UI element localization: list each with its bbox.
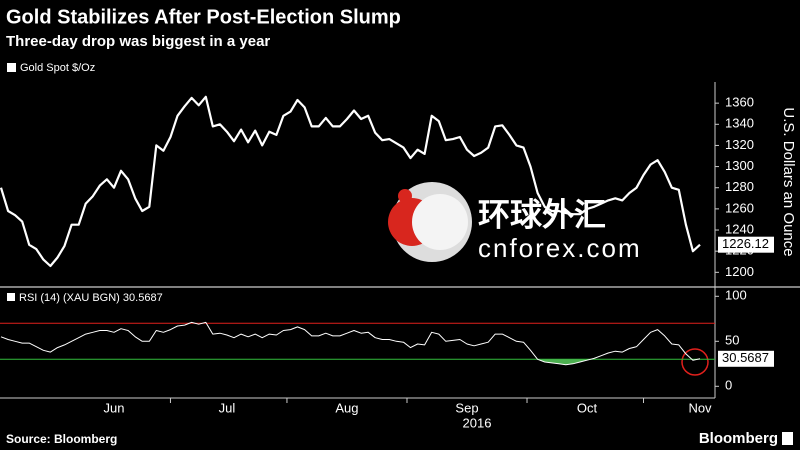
legend-value: 30.5687 (123, 292, 163, 304)
y-tick-label: 1260 (725, 200, 754, 215)
y-tick-label: 0 (725, 378, 732, 393)
series-line (0, 95, 701, 268)
chart-subtitle: Three-day drop was biggest in a year (6, 33, 270, 50)
brand-icon (782, 432, 793, 445)
chart-title: Gold Stabilizes After Post-Election Slum… (6, 6, 401, 28)
x-tick-label: Oct (577, 400, 598, 415)
legend-swatch (7, 293, 15, 301)
y-tick-label: 1340 (725, 116, 754, 131)
watermark-logo (412, 194, 468, 250)
legend-swatch (7, 63, 16, 72)
x-tick-label: Aug (335, 400, 358, 415)
x-tick-label: Nov (688, 400, 712, 415)
watermark-text: cnforex.com (478, 233, 642, 263)
annotation-circle (681, 348, 709, 376)
last-value-box (718, 236, 774, 253)
y-tick-label: 50 (725, 333, 739, 348)
y-tick-label: 100 (725, 288, 747, 303)
x-tick-label: Jun (103, 400, 124, 415)
legend-label: Gold Spot $/Oz (20, 62, 95, 74)
y-tick-label: 1200 (725, 264, 754, 279)
series-line (0, 321, 701, 366)
x-axis-title: 2016 (463, 415, 492, 430)
y-tick-label: 1320 (725, 137, 754, 152)
watermark: 环球外汇 cnforex.com (388, 182, 642, 263)
y-tick-label: 1240 (725, 221, 754, 236)
last-value-label: 1226.12 (722, 236, 769, 251)
legend-name: RSI (14) (XAU BGN) (19, 292, 120, 304)
last-value-box (718, 350, 774, 367)
oversold-fill (1, 359, 700, 365)
y-tick-label: 1280 (725, 179, 754, 194)
y-axis-title: U.S. Dollars an Ounce (780, 107, 797, 256)
watermark-logo (398, 189, 412, 203)
legend-label: RSI (14) (XAU BGN) 30.5687 (19, 292, 163, 304)
x-tick-label: Jul (219, 400, 236, 415)
source: Source: Bloomberg (6, 432, 117, 446)
y-tick-label: 1360 (725, 95, 754, 110)
y-tick-label: 1300 (725, 158, 754, 173)
brand: Bloomberg (699, 430, 778, 447)
x-tick-label: Sep (455, 400, 478, 415)
last-value-label: 30.5687 (722, 350, 769, 365)
